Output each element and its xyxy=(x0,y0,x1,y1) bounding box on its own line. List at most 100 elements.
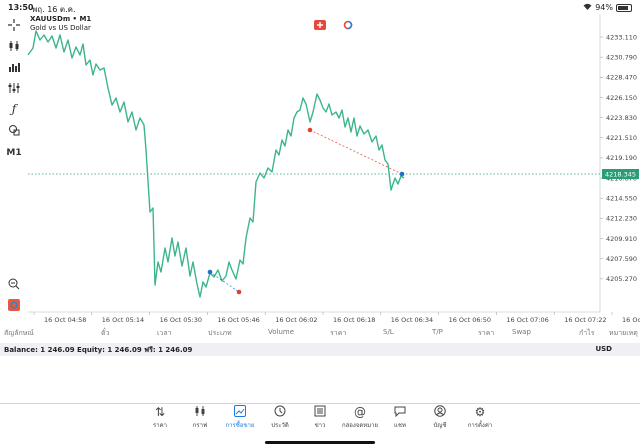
tab-chart-label: กราฟ xyxy=(192,422,208,429)
tabbar-divider xyxy=(0,403,640,404)
col-symbol: สัญลักษณ์ xyxy=(4,329,34,337)
current-price-badge xyxy=(602,169,639,179)
battery-percent: 94% xyxy=(595,3,613,12)
price-tick-label: 4223.830 xyxy=(606,114,637,122)
col-time: เวลา xyxy=(157,329,172,337)
time-tick-label: 16 Oct 04:58 xyxy=(44,316,86,324)
trade-icon xyxy=(234,405,246,420)
price-tick-label: 4226.150 xyxy=(606,94,637,102)
time-tick-label: 16 Oct 06:50 xyxy=(449,316,491,324)
function-icon[interactable]: ƒ xyxy=(11,102,17,116)
col-sl: S/L xyxy=(383,328,394,336)
col-tp: T/P xyxy=(432,328,443,336)
tab-account[interactable]: บัญชี xyxy=(420,405,460,439)
tab-chat[interactable]: แชท xyxy=(380,405,420,439)
tab-history-label: ประวัติ xyxy=(271,422,289,429)
home-indicator xyxy=(265,441,375,444)
tab-news-label: ข่าว xyxy=(314,422,326,429)
positions-header: สัญลักษณ์ ตั๋ว เวลา ประเภท Volume ราคา S… xyxy=(0,327,640,339)
trade-2-entry-marker xyxy=(307,127,313,133)
price-tick-label: 4212.230 xyxy=(606,215,637,223)
balance-text: Balance: 1 246.09 Equity: 1 246.09 ฟรี: … xyxy=(4,346,193,354)
col-volume: Volume xyxy=(268,328,295,336)
col-swap: Swap xyxy=(512,328,531,336)
col-comment: หมายเหตุ xyxy=(609,329,638,337)
news-icon xyxy=(314,405,326,420)
price-tick-label: 4230.790 xyxy=(606,53,637,61)
chart-icon xyxy=(194,405,206,420)
one-click-trading xyxy=(314,20,354,30)
status-time: 13:50 xyxy=(8,3,34,12)
tab-quotes[interactable]: ⇅ ราคา xyxy=(140,405,180,439)
status-right: 94% xyxy=(583,3,632,12)
price-tick-label: 4214.550 xyxy=(606,195,637,203)
battery-icon xyxy=(616,3,632,12)
symbol-label: XAUUSDm • M1 xyxy=(30,15,92,23)
price-chart[interactable]: 4233.110 4230.790 4228.470 4226.150 4223.830… xyxy=(0,0,640,330)
price-tick-label: 4221.510 xyxy=(606,134,637,142)
time-tick-label: 16 Oct 05:14 xyxy=(102,316,144,324)
tab-settings-label: การตั้งค่า xyxy=(467,422,493,429)
quotes-icon: ⇅ xyxy=(154,405,166,419)
trade-1-exit-marker xyxy=(236,289,242,295)
trade-2-exit-marker xyxy=(399,171,405,177)
indicators-icon[interactable] xyxy=(4,80,24,96)
objects-icon[interactable] xyxy=(4,122,24,138)
chat-icon xyxy=(394,405,406,420)
status-bar: 13:50 พฤ. 16 ต.ค. 94% xyxy=(0,0,640,14)
candles-icon[interactable] xyxy=(4,38,24,54)
price-tick-label: 4207.590 xyxy=(606,255,637,263)
price-tick-label: 4219.190 xyxy=(606,154,637,162)
trade-cycle-icon[interactable] xyxy=(342,20,354,30)
col-ticket: ตั๋ว xyxy=(101,329,110,337)
tab-news[interactable]: ข่าว xyxy=(300,405,340,439)
tab-trade-label: การซื้อขาย xyxy=(225,422,255,429)
tab-quotes-label: ราคา xyxy=(153,422,167,429)
tab-trade[interactable]: การซื้อขาย xyxy=(220,405,260,439)
price-tick-label: 4205.270 xyxy=(606,275,637,283)
chart-info: XAUUSDm • M1 Gold vs US Dollar xyxy=(30,15,91,33)
zoom-icon[interactable] xyxy=(4,276,24,292)
timeframe-label[interactable]: M1 xyxy=(6,148,22,158)
col-profit: กำไร xyxy=(579,329,595,337)
time-tick-label: 16 Oct 05:46 xyxy=(217,316,259,324)
tab-settings[interactable]: ⚙ การตั้งค่า xyxy=(460,405,500,439)
mailbox-icon: @ xyxy=(354,405,366,419)
time-tick-label: 16 Oct 06:34 xyxy=(391,316,433,324)
trade-2-connector xyxy=(309,129,403,175)
tab-chat-label: แชท xyxy=(394,422,406,429)
price-line xyxy=(27,30,405,298)
account-icon xyxy=(434,405,446,420)
wifi-icon xyxy=(583,3,592,12)
balance-currency: USD xyxy=(595,345,612,353)
trade-1-entry-marker xyxy=(207,269,213,275)
trade-1-connector xyxy=(209,271,240,293)
time-tick-label: 16 Oct 07:38 xyxy=(622,316,640,324)
current-price-label: 4218.345 xyxy=(605,171,636,179)
tab-chart[interactable]: กราฟ xyxy=(180,405,220,439)
tab-account-label: บัญชี xyxy=(433,422,447,429)
history-icon xyxy=(274,405,286,420)
sell-plus-icon[interactable] xyxy=(314,20,326,30)
time-tick-label: 16 Oct 07:22 xyxy=(564,316,606,324)
settings-icon: ⚙ xyxy=(474,405,486,419)
status-date: พฤ. 16 ต.ค. xyxy=(32,5,76,14)
col-current-price: ราคา xyxy=(478,329,495,337)
col-price: ราคา xyxy=(330,329,347,337)
tab-bar: ⇅ ราคา กราฟ การซื้อขาย ประวัติ ข่าว @ กล… xyxy=(140,405,500,439)
bars-icon[interactable] xyxy=(4,59,24,75)
time-tick-label: 16 Oct 07:06 xyxy=(506,316,548,324)
crosshair-icon[interactable] xyxy=(4,17,24,33)
col-type: ประเภท xyxy=(208,329,232,337)
tab-history[interactable]: ประวัติ xyxy=(260,405,300,439)
price-tick-label: 4233.110 xyxy=(606,33,637,41)
symbol-description: Gold vs US Dollar xyxy=(30,24,91,32)
tab-mailbox[interactable]: @ กล่องจดหมาย xyxy=(340,405,380,439)
balance-bar: Balance: 1 246.09 Equity: 1 246.09 ฟรี: … xyxy=(0,343,640,356)
price-tick-label: 4228.470 xyxy=(606,74,637,82)
tab-mailbox-label: กล่องจดหมาย xyxy=(341,422,379,429)
time-tick-label: 16 Oct 05:30 xyxy=(160,316,202,324)
trade-app-icon[interactable] xyxy=(4,297,24,313)
time-tick-label: 16 Oct 06:18 xyxy=(333,316,375,324)
price-tick-label: 4209.910 xyxy=(606,235,637,243)
